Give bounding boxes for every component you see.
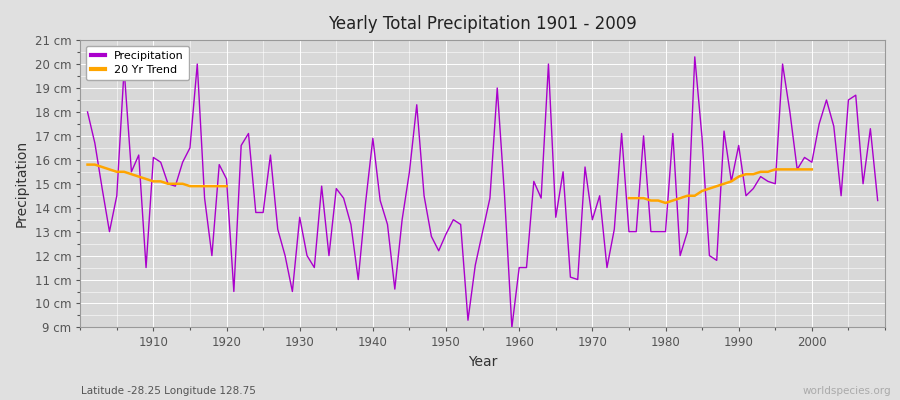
Precipitation [514, 265, 525, 270]
Precipitation [689, 54, 700, 59]
Text: worldspecies.org: worldspecies.org [803, 386, 891, 396]
20 Yr Trend [170, 181, 181, 186]
20 Yr Trend [199, 184, 210, 188]
Precipitation [872, 198, 883, 203]
X-axis label: Year: Year [468, 355, 498, 369]
Title: Yearly Total Precipitation 1901 - 2009: Yearly Total Precipitation 1901 - 2009 [328, 15, 637, 33]
20 Yr Trend [221, 184, 232, 188]
20 Yr Trend [214, 184, 225, 188]
20 Yr Trend [156, 179, 166, 184]
20 Yr Trend [192, 184, 202, 188]
20 Yr Trend [104, 167, 115, 172]
Text: Latitude -28.25 Longitude 128.75: Latitude -28.25 Longitude 128.75 [81, 386, 256, 396]
Line: 20 Yr Trend: 20 Yr Trend [87, 165, 227, 186]
Precipitation [507, 325, 517, 330]
Y-axis label: Precipitation: Precipitation [15, 140, 29, 227]
20 Yr Trend [184, 184, 195, 188]
Precipitation [346, 222, 356, 227]
20 Yr Trend [119, 169, 130, 174]
20 Yr Trend [206, 184, 217, 188]
20 Yr Trend [97, 165, 108, 170]
20 Yr Trend [82, 162, 93, 167]
Legend: Precipitation, 20 Yr Trend: Precipitation, 20 Yr Trend [86, 46, 189, 80]
20 Yr Trend [126, 172, 137, 176]
Precipitation [609, 227, 620, 232]
20 Yr Trend [140, 176, 151, 181]
Precipitation [82, 110, 93, 114]
20 Yr Trend [112, 169, 122, 174]
Precipitation [140, 265, 151, 270]
20 Yr Trend [163, 181, 174, 186]
Precipitation [521, 265, 532, 270]
Line: Precipitation: Precipitation [87, 57, 878, 328]
20 Yr Trend [177, 181, 188, 186]
20 Yr Trend [133, 174, 144, 179]
20 Yr Trend [89, 162, 100, 167]
20 Yr Trend [148, 179, 158, 184]
Precipitation [302, 253, 312, 258]
